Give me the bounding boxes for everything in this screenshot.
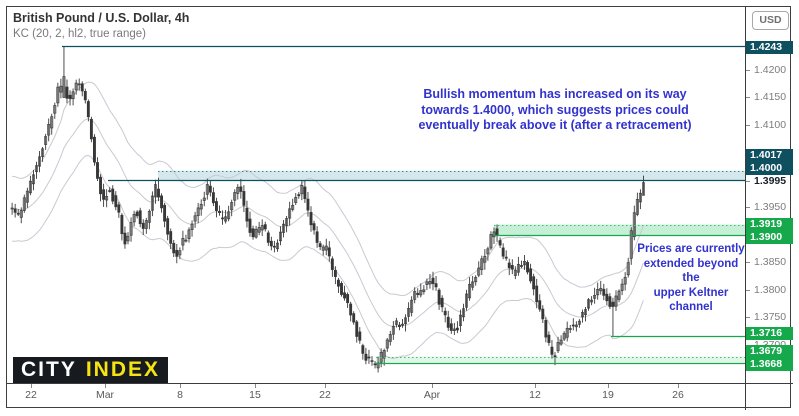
city-index-logo: CITY INDEX [13, 357, 169, 383]
currency-toggle-button[interactable]: USD [752, 11, 789, 30]
time-axis-separator [7, 383, 793, 384]
date-label: 19 [602, 389, 614, 401]
price-tick [746, 290, 750, 291]
level-band [494, 224, 745, 235]
date-tick [432, 384, 433, 388]
annotation-keltner-extended: Prices are currently extended beyond the… [634, 242, 748, 315]
date-tick [255, 384, 256, 388]
price-tick [746, 317, 750, 318]
annotation-line: Prices are currently [637, 243, 745, 255]
date-label: 22 [25, 389, 37, 401]
price-tick [746, 70, 750, 71]
symbol-title: British Pound / U.S. Dollar, 4h [13, 11, 190, 25]
price-tick-label: 1.3750 [754, 311, 787, 323]
logo-text-city: CITY [21, 358, 77, 381]
price-level-badge: 1.3995 [754, 174, 787, 187]
annotation-line: towards 1.4000, which suggests prices co… [421, 102, 689, 117]
price-tick-label: 1.3850 [754, 256, 787, 268]
logo-text-index: INDEX [85, 358, 161, 381]
price-tick-label: 1.3800 [754, 284, 787, 296]
price-tick-label: 1.3950 [754, 201, 787, 213]
annotation-line: upper Keltner channel [653, 286, 729, 314]
date-tick [678, 384, 679, 388]
price-tick [746, 125, 750, 126]
level-band [158, 170, 745, 180]
date-tick [608, 384, 609, 388]
date-label: 8 [177, 389, 183, 401]
price-level-badge: 1.4017 [746, 148, 793, 162]
date-label: Apr [423, 389, 441, 401]
plot-area[interactable] [10, 45, 745, 373]
annotation-line: extended beyond the [643, 257, 739, 285]
price-level-badge: 1.3716 [746, 326, 793, 340]
date-tick [31, 384, 32, 388]
price-tick [746, 181, 750, 182]
date-label: 26 [672, 389, 684, 401]
price-level-badge: 1.3919 [746, 217, 793, 231]
date-label: Mar [95, 389, 115, 401]
keltner-lower-line [12, 154, 644, 360]
annotation-line: eventually break above it (after a retra… [418, 118, 692, 132]
annotation-bullish-momentum: Bullish momentum has increased on its wa… [405, 87, 705, 134]
keltner-upper-line [12, 81, 644, 297]
price-tick-label: 1.4100 [754, 119, 787, 131]
price-level-badge: 1.3679 [746, 344, 793, 358]
date-tick [180, 384, 181, 388]
price-level-badge: 1.4243 [746, 40, 793, 54]
date-label: 15 [249, 389, 261, 401]
price-level-badge: 1.4000 [746, 161, 793, 175]
price-level-badge: 1.3900 [746, 230, 793, 244]
date-tick [105, 384, 106, 388]
price-level-badge: 1.3668 [746, 357, 793, 371]
candle-wicks [11, 46, 644, 373]
indicator-label: KC (20, 2, hl2, true range) [13, 28, 146, 40]
price-tick-label: 1.4150 [754, 91, 787, 103]
date-tick [535, 384, 536, 388]
price-tick [746, 207, 750, 208]
price-axis-separator [745, 7, 746, 410]
price-tick [746, 262, 750, 263]
annotation-line: Bullish momentum has increased on its wa… [423, 87, 687, 101]
date-label: 22 [319, 389, 331, 401]
date-tick [325, 384, 326, 388]
keltner-basis-line [12, 118, 644, 327]
price-tick-label: 1.4200 [754, 64, 787, 76]
date-label: 12 [529, 389, 541, 401]
level-band [376, 356, 745, 363]
price-tick [746, 97, 750, 98]
